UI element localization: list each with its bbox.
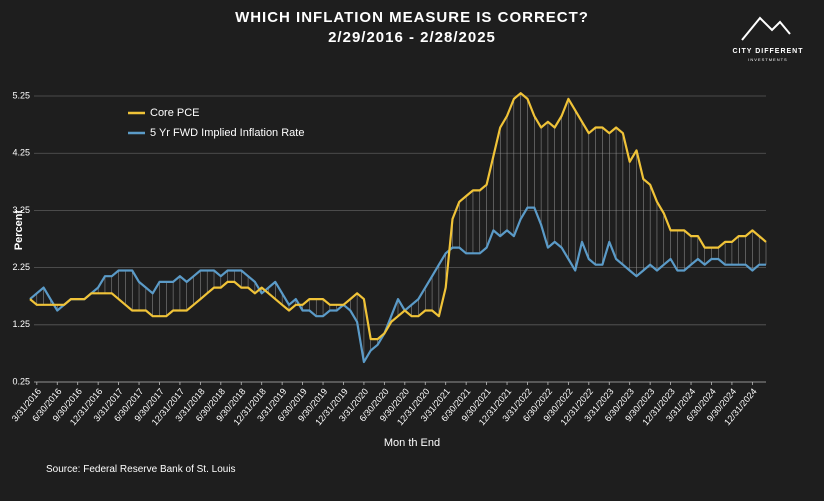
y-tick-label: 5.25 [12, 90, 30, 100]
y-tick-label: 2.25 [12, 262, 30, 272]
legend-label: Core PCE [150, 107, 200, 119]
y-tick-label: 0.25 [12, 376, 30, 386]
logo-name: CITY DIFFERENT [732, 48, 803, 55]
x-axis-label: Mon th End [384, 437, 440, 449]
y-tick-label: 1.25 [12, 319, 30, 329]
legend-label: 5 Yr FWD Implied Inflation Rate [150, 127, 304, 139]
logo-mark [741, 16, 791, 41]
series-line [29, 206, 766, 364]
chart-subtitle: 2/29/2016 - 2/28/2025 [328, 29, 496, 46]
logo-sub: INVESTMENTS [748, 57, 787, 62]
source-note: Source: Federal Reserve Bank of St. Loui… [46, 464, 236, 475]
y-axis-label: Percent [13, 209, 25, 250]
y-tick-label: 3.25 [12, 205, 30, 215]
chart-title: WHICH INFLATION MEASURE IS CORRECT? [235, 9, 589, 26]
y-tick-label: 4.25 [12, 148, 30, 158]
series-line [29, 92, 767, 341]
logo: CITY DIFFERENT INVESTMENTS [732, 16, 803, 62]
